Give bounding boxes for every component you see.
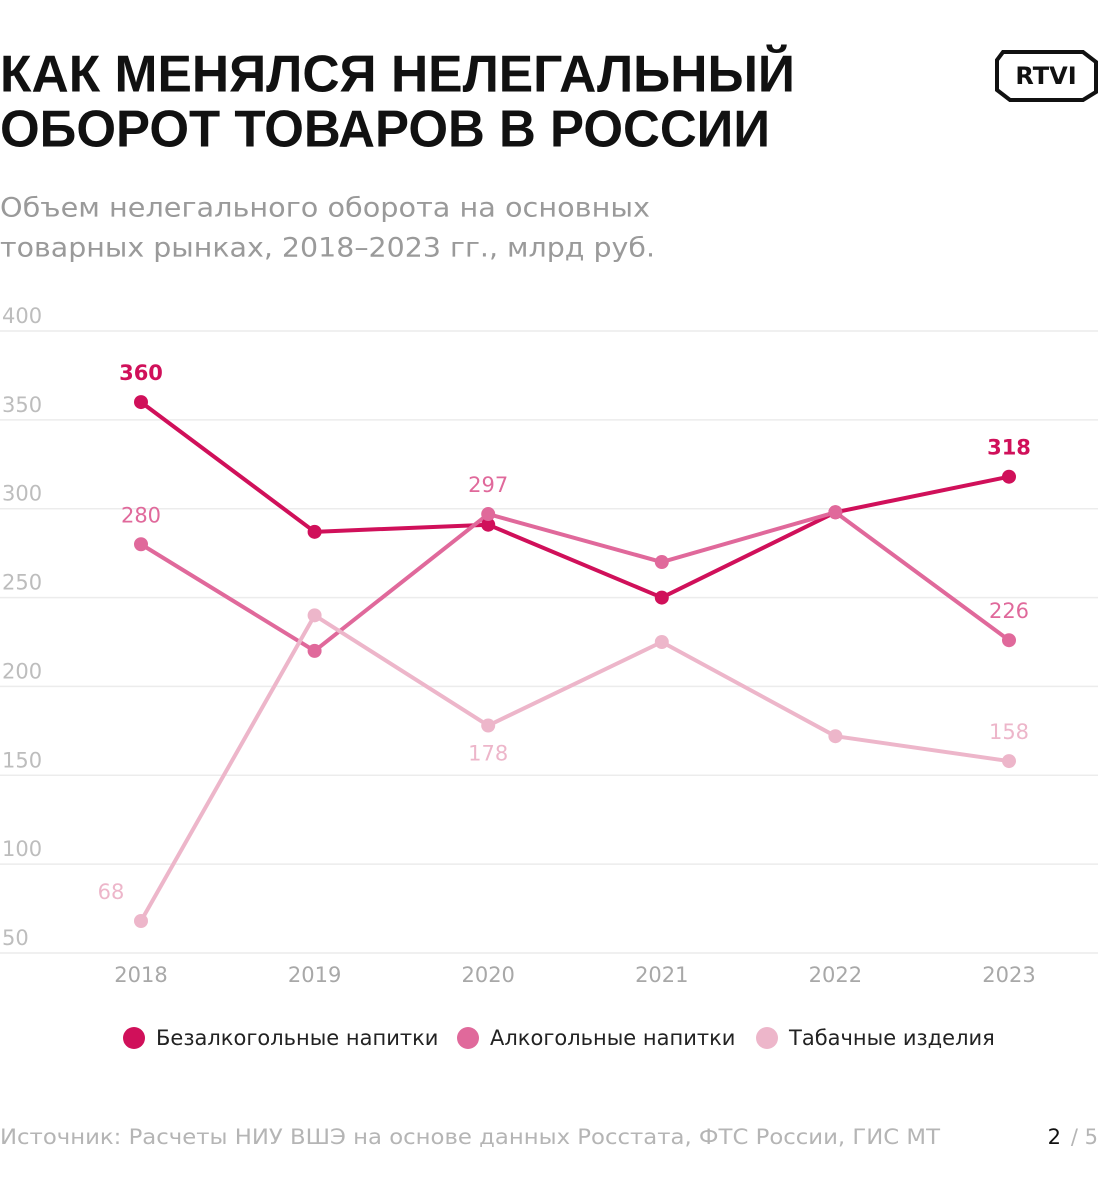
data-point	[654, 635, 669, 649]
chart-subtitle: Объем нелегального оборота на основных	[0, 193, 650, 224]
legend-marker	[756, 1027, 778, 1049]
data-label: 297	[468, 473, 508, 497]
data-point	[307, 608, 322, 623]
chart-title: КАК МЕНЯЛСЯ НЕЛЕГАЛЬНЫЙ	[0, 45, 795, 104]
x-tick-label: 2018	[114, 963, 167, 987]
legend-label: Безалкогольные напитки	[156, 1026, 438, 1050]
data-point	[134, 395, 148, 410]
data-point	[307, 643, 322, 658]
y-tick-label: 400	[2, 304, 42, 328]
data-point	[1002, 469, 1016, 484]
data-point	[654, 555, 669, 570]
data-label: 178	[468, 742, 508, 766]
series-line	[139, 613, 1010, 922]
y-tick-label: 350	[2, 393, 42, 417]
x-tick-label: 2020	[461, 963, 514, 987]
data-point	[307, 524, 322, 539]
y-tick-label: 150	[2, 748, 42, 772]
data-point	[828, 505, 843, 520]
page-current: 2	[1048, 1125, 1061, 1149]
chart-title: ОБОРОТ ТОВАРОВ В РОССИИ	[0, 101, 770, 159]
y-tick-label: 200	[2, 659, 42, 683]
logo: RTVI	[1015, 62, 1076, 90]
data-label: 158	[989, 720, 1029, 744]
series-line	[139, 510, 1011, 653]
data-label: 68	[98, 880, 125, 904]
y-tick-label: 50	[2, 926, 29, 950]
legend-marker	[457, 1027, 479, 1049]
data-point	[654, 590, 669, 605]
x-tick-label: 2022	[809, 963, 862, 987]
series-line	[139, 400, 1010, 600]
page-total: / 5	[1071, 1125, 1098, 1149]
data-point	[1002, 754, 1016, 769]
y-tick-label: 300	[2, 482, 42, 506]
data-label: 318	[987, 436, 1031, 460]
data-point	[481, 507, 496, 522]
x-tick-label: 2019	[288, 963, 341, 987]
data-point	[481, 718, 496, 733]
chart-subtitle: товарных рынках, 2018–2023 гг., млрд руб…	[0, 233, 655, 264]
data-label: 280	[121, 503, 161, 527]
y-tick-label: 250	[2, 571, 42, 595]
data-point	[134, 537, 148, 552]
legend-label: Табачные изделия	[788, 1026, 995, 1050]
source: Источник: Расчеты НИУ ВШЭ на основе данн…	[0, 1125, 940, 1149]
legend-label: Алкогольные напитки	[490, 1026, 735, 1050]
logo-frame	[995, 50, 1098, 102]
x-tick-label: 2021	[635, 963, 688, 987]
data-point	[134, 914, 148, 929]
y-tick-label: 100	[2, 837, 42, 861]
legend-marker	[123, 1027, 145, 1049]
data-point	[481, 517, 496, 532]
data-label: 226	[989, 599, 1029, 623]
x-tick-label: 2023	[982, 963, 1035, 987]
data-point	[828, 729, 843, 744]
data-point	[1002, 633, 1016, 648]
data-label: 360	[119, 361, 163, 385]
